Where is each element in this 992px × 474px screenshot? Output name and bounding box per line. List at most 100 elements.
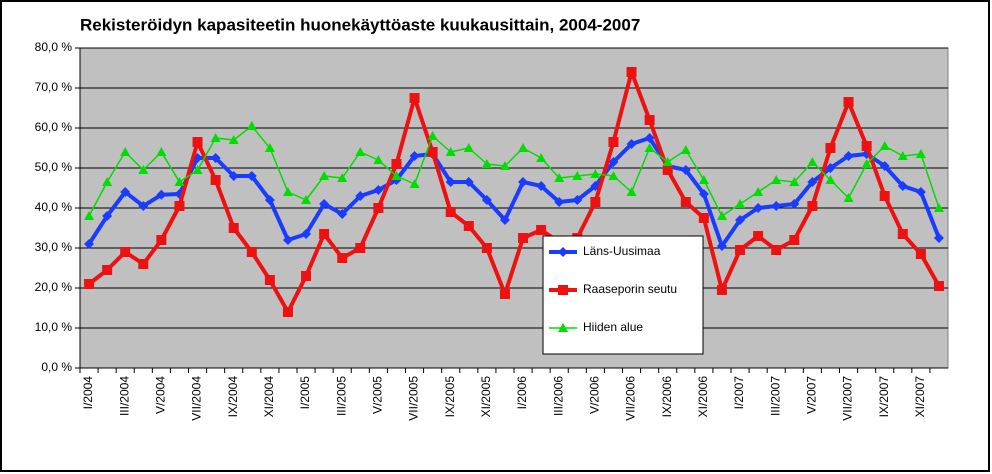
marker — [463, 177, 474, 187]
marker — [445, 207, 456, 217]
marker — [301, 229, 312, 239]
x-tick-label: XI/2006 — [696, 376, 710, 418]
marker — [445, 147, 456, 156]
marker — [807, 201, 818, 211]
marker — [282, 235, 293, 245]
marker — [680, 165, 691, 175]
marker — [481, 243, 492, 253]
marker — [897, 151, 908, 160]
marker — [843, 151, 854, 161]
y-tick-label: 10,0 % — [35, 320, 73, 334]
marker — [138, 165, 149, 174]
y-tick-label: 0,0 % — [41, 360, 72, 374]
series-line — [87, 70, 941, 314]
marker — [282, 187, 293, 196]
marker — [680, 145, 691, 154]
marker — [246, 121, 257, 130]
marker — [753, 203, 764, 213]
legend-label: Läns-Uusimaa — [583, 244, 661, 258]
marker — [662, 157, 673, 166]
marker — [228, 223, 239, 233]
marker — [84, 239, 95, 249]
marker — [572, 195, 583, 205]
x-tick-label: V/2007 — [805, 376, 819, 414]
marker — [825, 163, 836, 173]
x-tick-label: XI/2004 — [262, 376, 276, 418]
marker — [518, 143, 529, 152]
legend-label: Hiiden alue — [583, 320, 643, 334]
x-tick-label: IX/2004 — [226, 376, 240, 418]
marker — [481, 159, 492, 168]
marker — [138, 201, 149, 211]
x-tick-label: VII/2004 — [190, 376, 204, 421]
marker — [536, 225, 547, 235]
marker — [445, 177, 456, 187]
marker — [192, 137, 203, 147]
marker — [825, 143, 836, 153]
marker — [499, 289, 510, 299]
marker — [120, 187, 131, 197]
marker — [879, 191, 890, 201]
series-line — [87, 136, 941, 248]
marker — [716, 241, 727, 251]
marker — [481, 195, 492, 205]
marker — [771, 245, 782, 255]
marker — [102, 265, 113, 275]
x-tick-label: V/2004 — [154, 376, 168, 414]
marker — [608, 157, 619, 167]
legend-marker — [558, 323, 568, 332]
marker — [879, 161, 890, 171]
marker — [84, 211, 95, 220]
marker — [427, 131, 438, 140]
marker — [536, 181, 547, 191]
marker — [319, 229, 330, 239]
marker — [843, 193, 854, 202]
marker — [753, 187, 764, 196]
marker — [463, 221, 474, 231]
marker — [644, 115, 655, 125]
marker — [626, 187, 637, 196]
x-tick-label: IX/2005 — [443, 376, 457, 418]
marker — [102, 177, 113, 186]
marker — [210, 175, 221, 185]
marker — [264, 275, 275, 285]
marker — [102, 211, 113, 221]
marker — [735, 199, 746, 208]
marker — [373, 155, 384, 164]
marker — [771, 201, 782, 211]
marker — [373, 203, 384, 213]
marker — [915, 187, 926, 197]
x-tick-label: IX/2006 — [660, 376, 674, 418]
marker — [626, 67, 637, 77]
x-tick-label: III/2004 — [117, 376, 131, 416]
x-tick-label: V/2006 — [588, 376, 602, 414]
marker — [915, 149, 926, 158]
x-tick-label: I/2007 — [732, 376, 746, 410]
marker — [409, 151, 420, 161]
marker — [84, 279, 95, 289]
marker — [301, 195, 312, 204]
legend-marker — [558, 247, 568, 257]
marker — [716, 285, 727, 295]
series-line — [88, 125, 940, 217]
x-tick-label: V/2005 — [371, 376, 385, 414]
marker — [825, 175, 836, 184]
x-tick-label: I/2004 — [81, 376, 95, 410]
marker — [210, 133, 221, 142]
marker — [644, 143, 655, 152]
y-tick-label: 20,0 % — [35, 280, 73, 294]
x-tick-label: VII/2007 — [841, 376, 855, 421]
marker — [282, 307, 293, 317]
marker — [735, 215, 746, 225]
marker — [138, 259, 149, 269]
x-tick-label: VII/2006 — [624, 376, 638, 421]
marker — [337, 209, 348, 219]
legend: Läns-Uusimaa Raaseporin seutu Hiiden alue — [542, 235, 704, 355]
y-tick-label: 60,0 % — [35, 120, 73, 134]
marker — [554, 173, 565, 182]
marker — [264, 143, 275, 152]
marker — [174, 201, 185, 211]
marker — [518, 177, 529, 187]
